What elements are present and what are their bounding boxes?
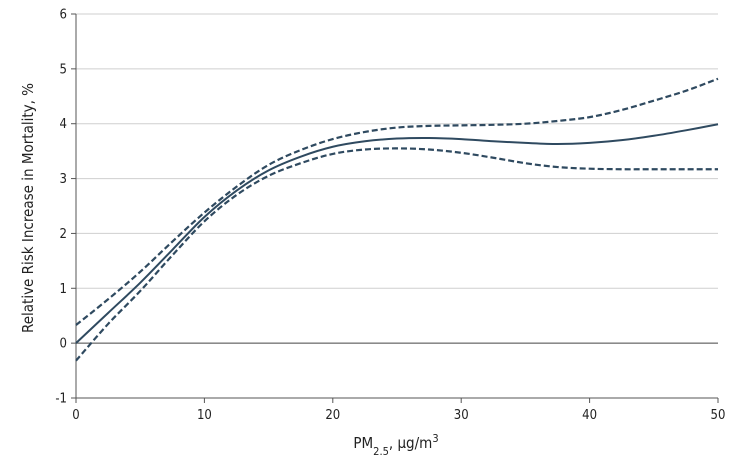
y-tick-label: 1 — [60, 282, 67, 297]
x-tick-label: 0 — [72, 408, 79, 423]
tick-labels: -1 0 1 2 3 4 5 6 0 10 20 30 40 50 — [55, 8, 725, 424]
series-lines — [75, 77, 719, 362]
y-tick-label: 5 — [60, 62, 67, 77]
x-axis-label-sub: 2.5 — [373, 445, 389, 458]
y-tick-label: -1 — [55, 392, 67, 407]
x-tick-label: 40 — [582, 408, 597, 423]
x-tick-label: 30 — [454, 408, 469, 423]
x-axis-label-sup: 3 — [432, 432, 438, 445]
series-line-lower-ci — [75, 147, 718, 362]
x-axis-label: PM2.5, µg/m3 — [353, 432, 438, 458]
y-tick-label: 3 — [60, 172, 67, 187]
x-axis-label-rest: , µg/m — [389, 434, 432, 452]
series-line-estimate — [75, 123, 719, 344]
x-tick-label: 10 — [197, 408, 212, 423]
y-tick-label: 4 — [60, 117, 67, 132]
x-tick-label: 50 — [711, 408, 726, 423]
y-tick-label: 6 — [60, 8, 67, 23]
series-line-upper-ci — [75, 77, 719, 326]
axes — [71, 13, 719, 403]
y-tick-label: 2 — [60, 227, 67, 242]
x-tick-label: 20 — [325, 408, 340, 423]
gridlines — [76, 13, 718, 399]
x-axis-label-base: PM — [353, 434, 373, 452]
y-axis-label: Relative Risk Increase in Mortality, % — [19, 83, 37, 333]
y-tick-label: 0 — [60, 337, 67, 352]
